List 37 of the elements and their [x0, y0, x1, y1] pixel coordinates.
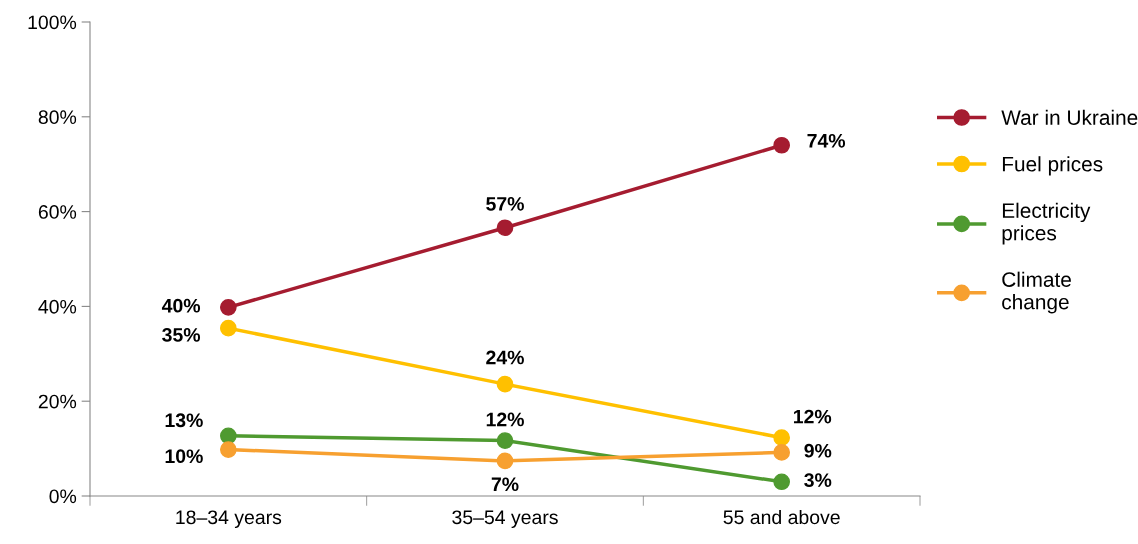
y-tick-label: 60%: [38, 205, 77, 219]
point: [496, 452, 514, 470]
data-label: 12%: [793, 409, 832, 424]
data-label: 13%: [165, 413, 203, 428]
legend-label: Electricity prices: [1002, 202, 1091, 245]
data-label: 57%: [486, 196, 524, 211]
point: [496, 375, 514, 393]
legend-label: Climate change: [1002, 271, 1071, 314]
data-label: 40%: [161, 298, 201, 313]
data-label: 74%: [807, 133, 846, 148]
point: [773, 429, 791, 447]
y-tick-label: 80%: [38, 110, 77, 125]
y-tick-label: 0%: [49, 489, 77, 504]
y-tick-label: 20%: [38, 394, 77, 409]
point: [773, 444, 791, 461]
data-label: 3%: [804, 473, 832, 488]
point: [219, 427, 237, 445]
x-tick-label: 35–54 years: [452, 510, 558, 529]
data-label: 7%: [491, 477, 519, 492]
data-label: 10%: [165, 449, 203, 464]
y-tick-label: 100%: [28, 15, 77, 30]
point: [219, 319, 237, 337]
point: [496, 432, 514, 449]
y-tick-label: 40%: [38, 299, 77, 314]
data-label: 35%: [162, 327, 201, 342]
point: [773, 136, 791, 154]
x-tick-label: 18–34 years: [176, 510, 282, 529]
point: [219, 299, 237, 316]
x-tick-label: 55 and above: [723, 509, 840, 525]
legend-label: Fuel prices: [1002, 156, 1103, 176]
data-label: 12%: [486, 412, 524, 427]
legend-label: War in Ukraine: [1001, 109, 1138, 125]
point: [496, 219, 514, 237]
point: [773, 473, 791, 491]
data-label: 24%: [486, 350, 524, 365]
data-label: 9%: [804, 443, 832, 458]
point: [219, 441, 237, 458]
